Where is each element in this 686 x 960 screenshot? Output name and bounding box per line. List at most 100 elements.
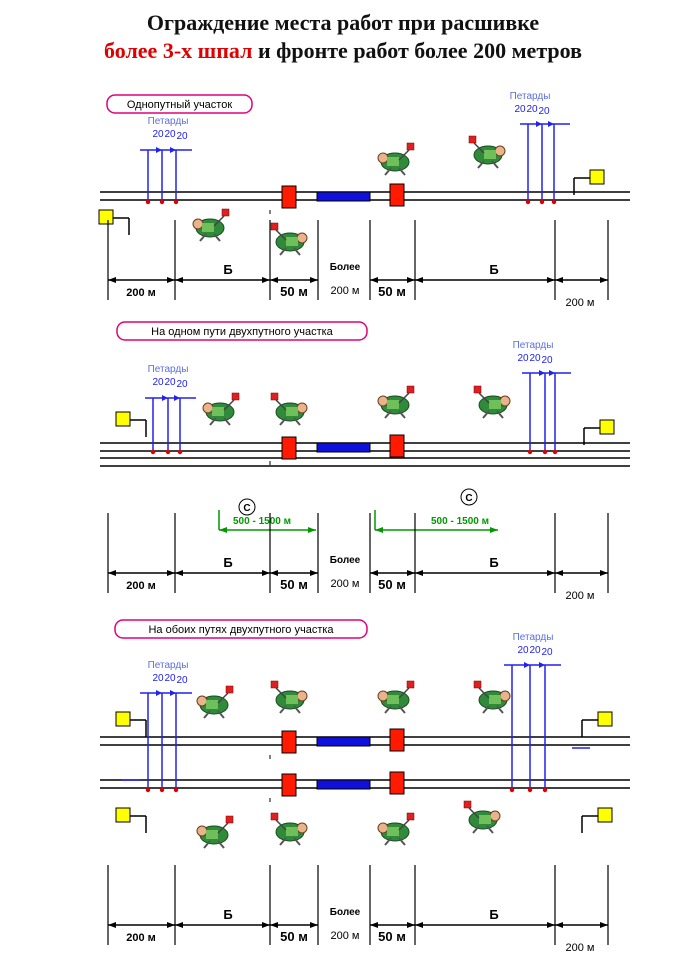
petard-mark	[145, 199, 151, 205]
petard-label: Петарды	[148, 116, 189, 127]
signalman-vest	[387, 157, 399, 166]
signalman-figure	[377, 812, 415, 846]
label-50m: 50 м	[280, 577, 308, 592]
petard-label: Петарды	[148, 364, 189, 375]
petard-group	[140, 147, 192, 205]
signalman-arm	[478, 687, 490, 699]
petard-distance: 20	[529, 353, 541, 364]
dimension-arrow	[108, 922, 175, 928]
signal-post	[581, 807, 613, 833]
signalman-flag	[468, 135, 477, 144]
arrowhead-left	[370, 922, 378, 928]
signalman-flag	[473, 680, 482, 689]
petard-mark	[509, 787, 515, 793]
signalman-vest	[212, 407, 224, 416]
petard-distance: 20	[152, 673, 164, 684]
dimension-arrow	[108, 277, 175, 283]
signalman-figure	[377, 680, 415, 714]
dimension-arrow	[108, 570, 175, 576]
signalman-vest	[387, 827, 399, 836]
label-200m: 200 м	[126, 287, 156, 299]
signalman-head	[377, 395, 389, 407]
signalman-figure	[270, 392, 308, 426]
arrowhead-right	[547, 922, 555, 928]
label-b: Б	[223, 555, 232, 570]
signalman-leg	[482, 410, 490, 419]
signalman-arm	[275, 399, 287, 411]
dimension-arrow	[270, 277, 318, 283]
signalman-figure	[270, 680, 308, 714]
signalman-leg	[384, 837, 392, 846]
signalman-figure	[473, 680, 511, 714]
petard-mark	[159, 787, 165, 793]
signalman-figure	[468, 135, 506, 169]
signalman-head	[377, 152, 389, 164]
signalman-head	[196, 695, 208, 707]
petard-mark	[527, 787, 533, 793]
arrowhead-left	[219, 527, 227, 533]
signalman-head	[377, 690, 389, 702]
petard-distance: 20	[514, 104, 526, 115]
petard-distance: 20	[176, 379, 188, 390]
arrowhead-left	[415, 570, 423, 576]
signalman-arm	[473, 142, 485, 154]
range-arrow	[375, 527, 498, 533]
signalman-flag	[406, 385, 415, 394]
section-caption: Однопутный участок	[106, 94, 253, 114]
arrowhead-right	[547, 570, 555, 576]
arrowhead-left	[175, 570, 183, 576]
signalman-leg	[472, 825, 480, 834]
petard-mark	[173, 787, 179, 793]
petard-mark	[145, 787, 151, 793]
arrowhead-right	[262, 922, 270, 928]
petard-group	[522, 370, 571, 455]
section-both-tracks-of-double: На обоих путях двухпутного участка Петард…	[100, 619, 630, 954]
work-zone	[316, 442, 371, 453]
signalman-flag	[406, 812, 415, 821]
caption-border	[106, 94, 253, 114]
dimension-arrow	[175, 922, 270, 928]
signalman-head	[296, 232, 308, 244]
work-site	[269, 183, 405, 214]
signalman-vest	[387, 400, 399, 409]
petard-mark	[159, 199, 165, 205]
signalman-leg	[199, 233, 207, 242]
arrowhead-right	[262, 277, 270, 283]
petard-mark	[165, 449, 171, 455]
arrowhead-right	[167, 570, 175, 576]
signal-post	[573, 169, 605, 195]
signal-post	[583, 419, 615, 445]
work-zone	[316, 191, 371, 202]
label-more: Более	[330, 555, 361, 566]
petard-mark	[552, 449, 558, 455]
stop-shield	[281, 730, 297, 754]
label-50m: 50 м	[280, 929, 308, 944]
signalman-vest	[286, 407, 298, 416]
signal-sign	[589, 169, 605, 185]
signalman-leg	[293, 837, 301, 846]
warning-signal-disc	[238, 498, 256, 516]
arrowhead-right	[167, 277, 175, 283]
signalman-arm	[478, 392, 490, 404]
label-b: Б	[223, 262, 232, 277]
signalman-flag	[270, 812, 279, 821]
signalman-vest	[202, 223, 214, 232]
petard-label: Петарды	[513, 632, 554, 643]
signalman-arm	[275, 229, 287, 241]
label-200m: 200 м	[126, 932, 156, 944]
section-caption: На обоих путях двухпутного участка	[114, 619, 368, 639]
signalman-flag	[406, 680, 415, 689]
track	[100, 457, 630, 467]
signalman-figure	[202, 392, 240, 426]
signalman-figure	[473, 385, 511, 419]
signalman-arm	[398, 392, 410, 404]
signalman-leg	[203, 710, 211, 719]
signalman-vest	[286, 237, 298, 246]
signalman-vest	[206, 700, 218, 709]
warning-signal-letter: С	[465, 493, 472, 504]
caption-text: На одном пути двухпутного участка	[151, 326, 334, 338]
